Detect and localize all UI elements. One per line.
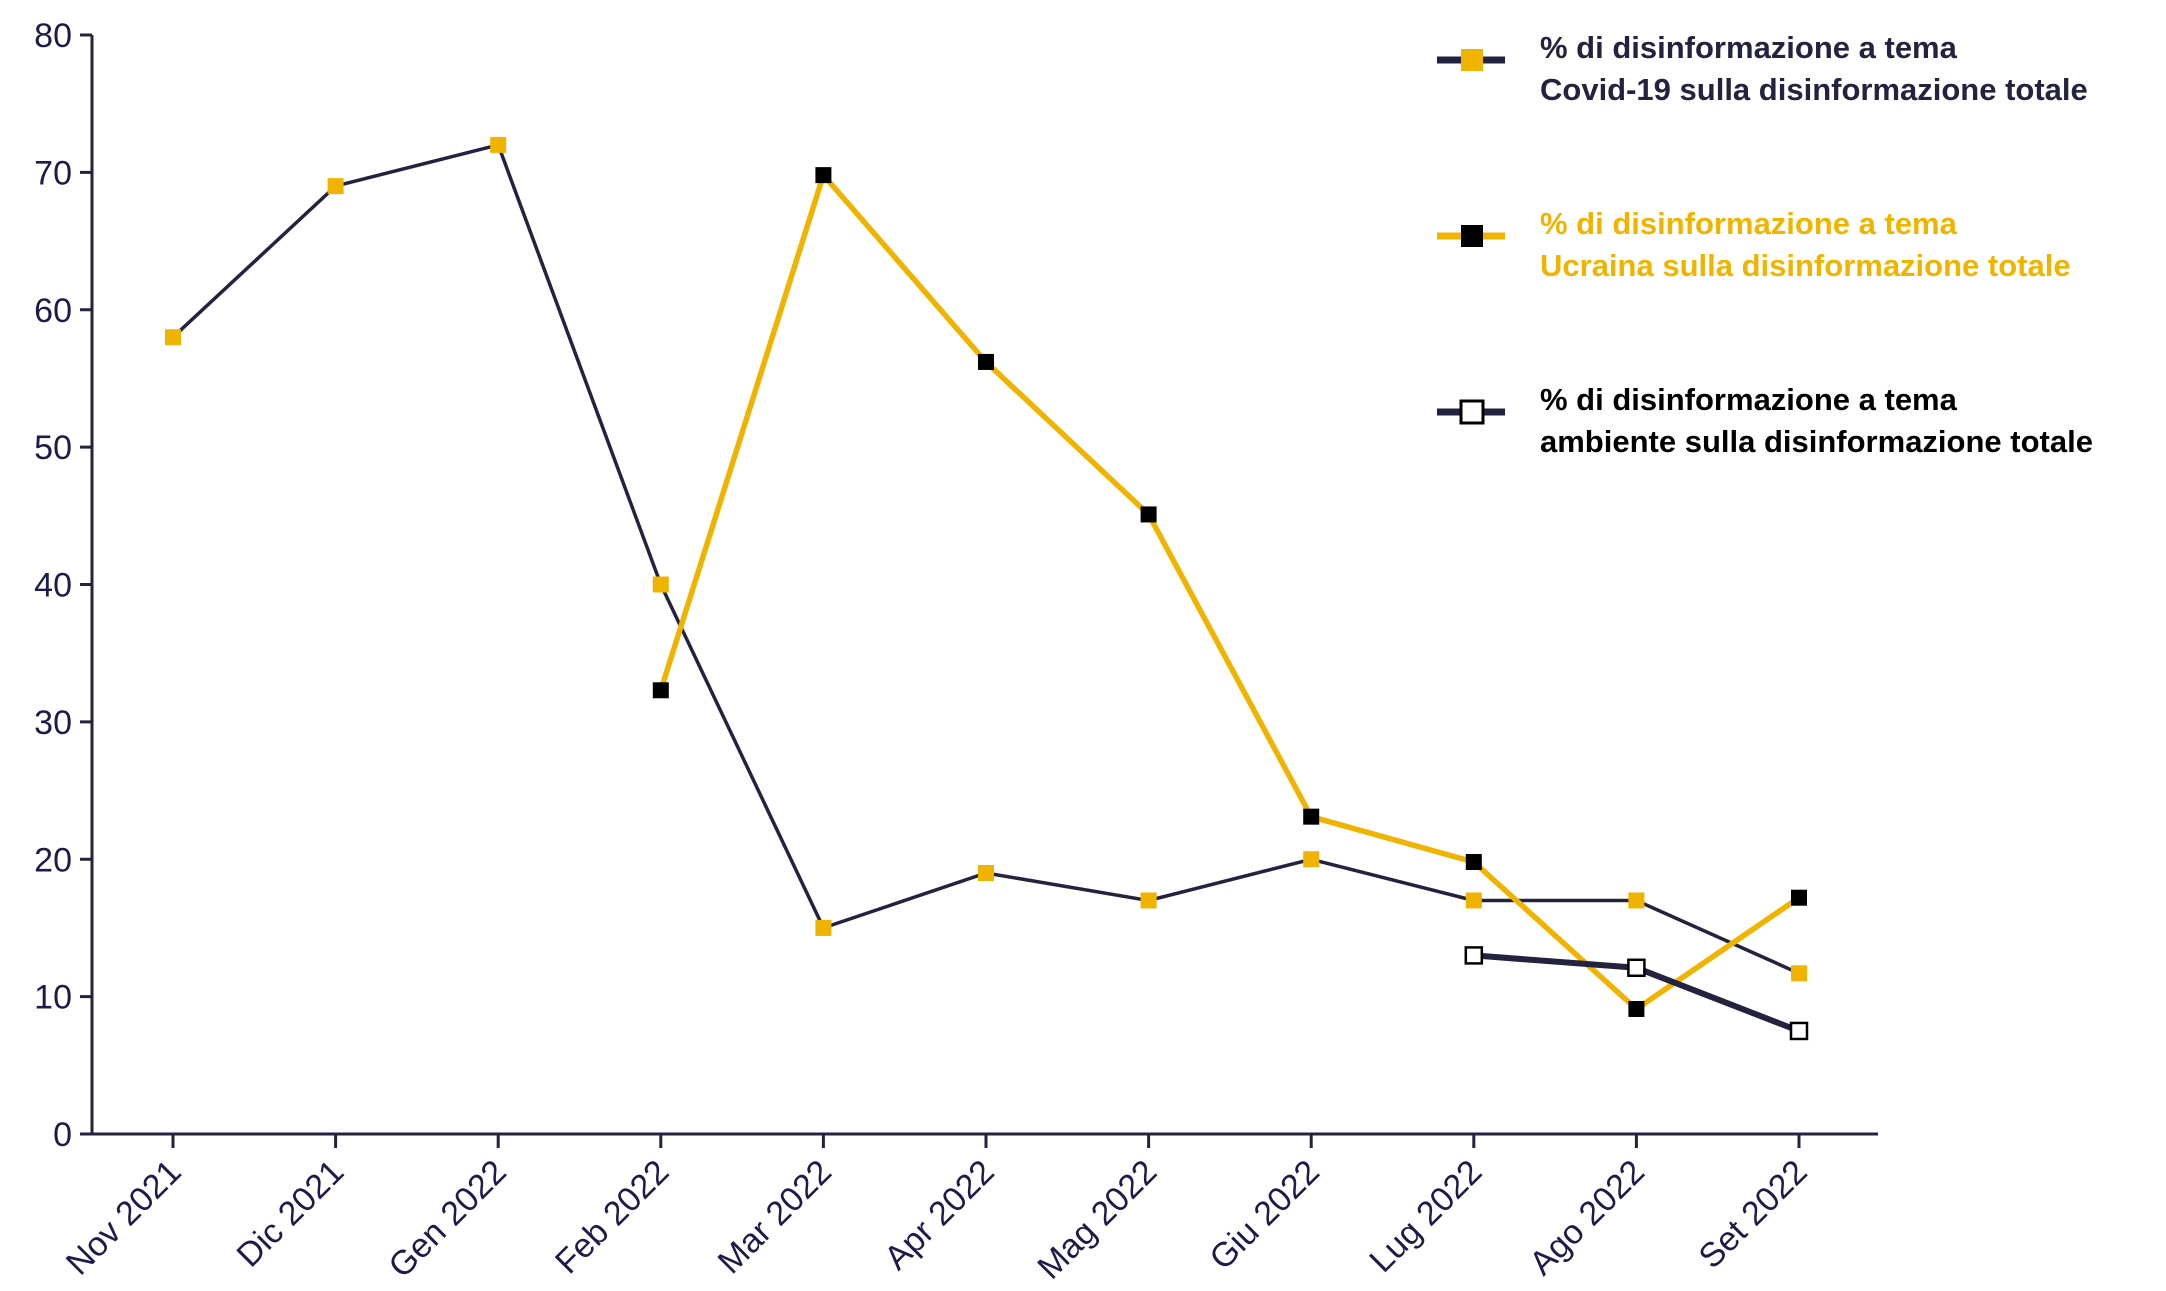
data-point: [1140, 506, 1157, 523]
data-point: [815, 167, 832, 184]
legend-label-line2: Ucraina sulla disinformazione totale: [1540, 248, 2071, 283]
data-point: [1791, 965, 1807, 982]
x-tick-label: Gen 2022: [381, 1153, 513, 1285]
y-tick-label: 60: [34, 292, 72, 330]
x-tick-label: Giu 2022: [1202, 1153, 1326, 1277]
legend-label-line1: % di disinformazione a tema: [1540, 206, 1958, 241]
data-point: [1464, 946, 1484, 965]
data-point: [978, 353, 994, 370]
data-point: [1303, 808, 1320, 825]
series-layer: [165, 136, 1809, 1041]
legend-swatch-marker: [1459, 399, 1485, 425]
series-line: [658, 172, 1801, 1012]
series-2: [652, 167, 1807, 1017]
data-point: [1628, 892, 1645, 909]
data-point: [1465, 892, 1482, 909]
legend-item-1: % di disinformazione a tema Covid-19 sull…: [1437, 30, 2088, 107]
y-tick-label: 10: [34, 979, 72, 1017]
legend: % di disinformazione a tema Covid-19 sull…: [1437, 30, 2093, 459]
x-tick-label: Mar 2022: [711, 1153, 839, 1281]
data-point: [1303, 851, 1320, 868]
data-point: [978, 864, 994, 881]
y-tick-label: 80: [34, 17, 72, 55]
y-tick-label: 40: [34, 567, 72, 605]
data-point: [1791, 889, 1807, 906]
data-point: [1627, 958, 1646, 978]
legend-label-line1: % di disinformazione a tema: [1540, 30, 1958, 65]
legend-label-line2: ambiente sulla disinformazione totale: [1540, 424, 2093, 459]
legend-swatch-marker: [1461, 49, 1483, 71]
data-point: [1140, 892, 1157, 909]
data-point: [1465, 853, 1482, 870]
legend-swatch-marker: [1461, 225, 1483, 247]
x-tick-label: Ago 2022: [1522, 1153, 1652, 1283]
data-point: [1789, 1021, 1809, 1041]
data-point: [815, 919, 832, 936]
y-tick-label: 30: [34, 704, 72, 742]
x-tick-label: Dic 2021: [229, 1153, 351, 1275]
legend-item-3: % di disinformazione a tema ambiente sull…: [1437, 382, 2093, 459]
y-tick-label: 0: [53, 1116, 72, 1154]
y-tick-label: 50: [34, 429, 72, 467]
legend-label-line1: % di disinformazione a tema: [1540, 382, 1958, 417]
series-3: [1464, 946, 1809, 1041]
data-point: [490, 136, 507, 153]
data-point: [165, 329, 181, 346]
data-point: [652, 682, 669, 699]
x-tick-label: Nov 2021: [59, 1153, 189, 1283]
x-tick-label: Lug 2022: [1362, 1153, 1489, 1280]
y-tick-label: 70: [34, 154, 72, 192]
x-tick-label: Mag 2022: [1030, 1153, 1164, 1287]
x-tick-label: Feb 2022: [548, 1153, 676, 1281]
data-point: [1628, 1000, 1645, 1017]
x-tick-label: Apr 2022: [877, 1153, 1001, 1277]
y-tick-label: 20: [34, 841, 72, 879]
legend-label-line2: Covid-19 sulla disinformazione totale: [1540, 72, 2088, 107]
data-point: [652, 576, 669, 593]
data-point: [327, 178, 344, 195]
x-tick-label: Set 2022: [1692, 1153, 1815, 1276]
legend-item-2: % di disinformazione a tema Ucraina sulla…: [1437, 206, 2071, 283]
series-1: [165, 136, 1807, 982]
